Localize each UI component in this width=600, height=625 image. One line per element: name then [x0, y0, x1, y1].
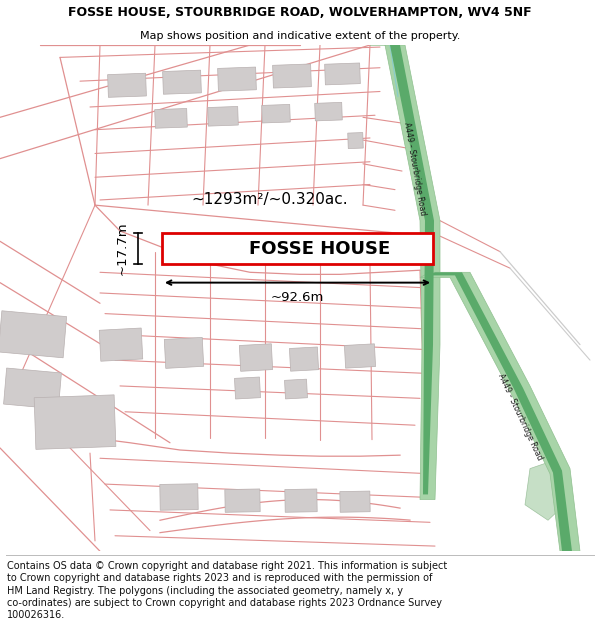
- Polygon shape: [428, 272, 572, 551]
- Bar: [162, 233, 433, 264]
- Text: HM Land Registry. The polygons (including the associated geometry, namely x, y: HM Land Registry. The polygons (includin…: [7, 586, 403, 596]
- Polygon shape: [4, 368, 61, 409]
- Polygon shape: [163, 70, 202, 94]
- Text: Contains OS data © Crown copyright and database right 2021. This information is : Contains OS data © Crown copyright and d…: [7, 561, 448, 571]
- Polygon shape: [315, 102, 342, 121]
- Polygon shape: [272, 64, 311, 88]
- Text: to Crown copyright and database rights 2023 and is reproduced with the permissio: to Crown copyright and database rights 2…: [7, 573, 433, 583]
- Polygon shape: [235, 377, 260, 399]
- Text: ~92.6m: ~92.6m: [271, 291, 324, 304]
- Polygon shape: [344, 344, 376, 368]
- Polygon shape: [370, 45, 440, 499]
- Polygon shape: [208, 106, 238, 126]
- Text: ~17.7m: ~17.7m: [115, 222, 128, 276]
- Polygon shape: [285, 489, 317, 512]
- Polygon shape: [289, 347, 319, 371]
- Polygon shape: [164, 338, 204, 368]
- Text: FOSSE HOUSE: FOSSE HOUSE: [248, 239, 390, 258]
- Polygon shape: [284, 379, 307, 399]
- Polygon shape: [34, 395, 116, 449]
- Polygon shape: [348, 132, 363, 149]
- Text: FOSSE HOUSE, STOURBRIDGE ROAD, WOLVERHAMPTON, WV4 5NF: FOSSE HOUSE, STOURBRIDGE ROAD, WOLVERHAM…: [68, 6, 532, 19]
- Polygon shape: [0, 311, 67, 358]
- Polygon shape: [378, 45, 434, 494]
- Polygon shape: [420, 272, 580, 551]
- Polygon shape: [155, 109, 187, 128]
- Polygon shape: [262, 104, 290, 123]
- Polygon shape: [99, 328, 143, 361]
- Polygon shape: [239, 344, 272, 371]
- Polygon shape: [160, 484, 198, 510]
- Polygon shape: [325, 63, 361, 85]
- Text: 100026316.: 100026316.: [7, 611, 65, 621]
- Text: co-ordinates) are subject to Crown copyright and database rights 2023 Ordnance S: co-ordinates) are subject to Crown copyr…: [7, 598, 442, 608]
- Polygon shape: [225, 489, 260, 512]
- Polygon shape: [218, 67, 256, 91]
- Polygon shape: [525, 458, 570, 520]
- Polygon shape: [107, 73, 146, 98]
- Polygon shape: [340, 491, 370, 512]
- Text: ~1293m²/~0.320ac.: ~1293m²/~0.320ac.: [191, 192, 349, 208]
- Text: A449 - Stourbridge Road: A449 - Stourbridge Road: [403, 122, 428, 216]
- Text: A449 - Stourbridge Road: A449 - Stourbridge Road: [496, 372, 544, 462]
- Text: Map shows position and indicative extent of the property.: Map shows position and indicative extent…: [140, 31, 460, 41]
